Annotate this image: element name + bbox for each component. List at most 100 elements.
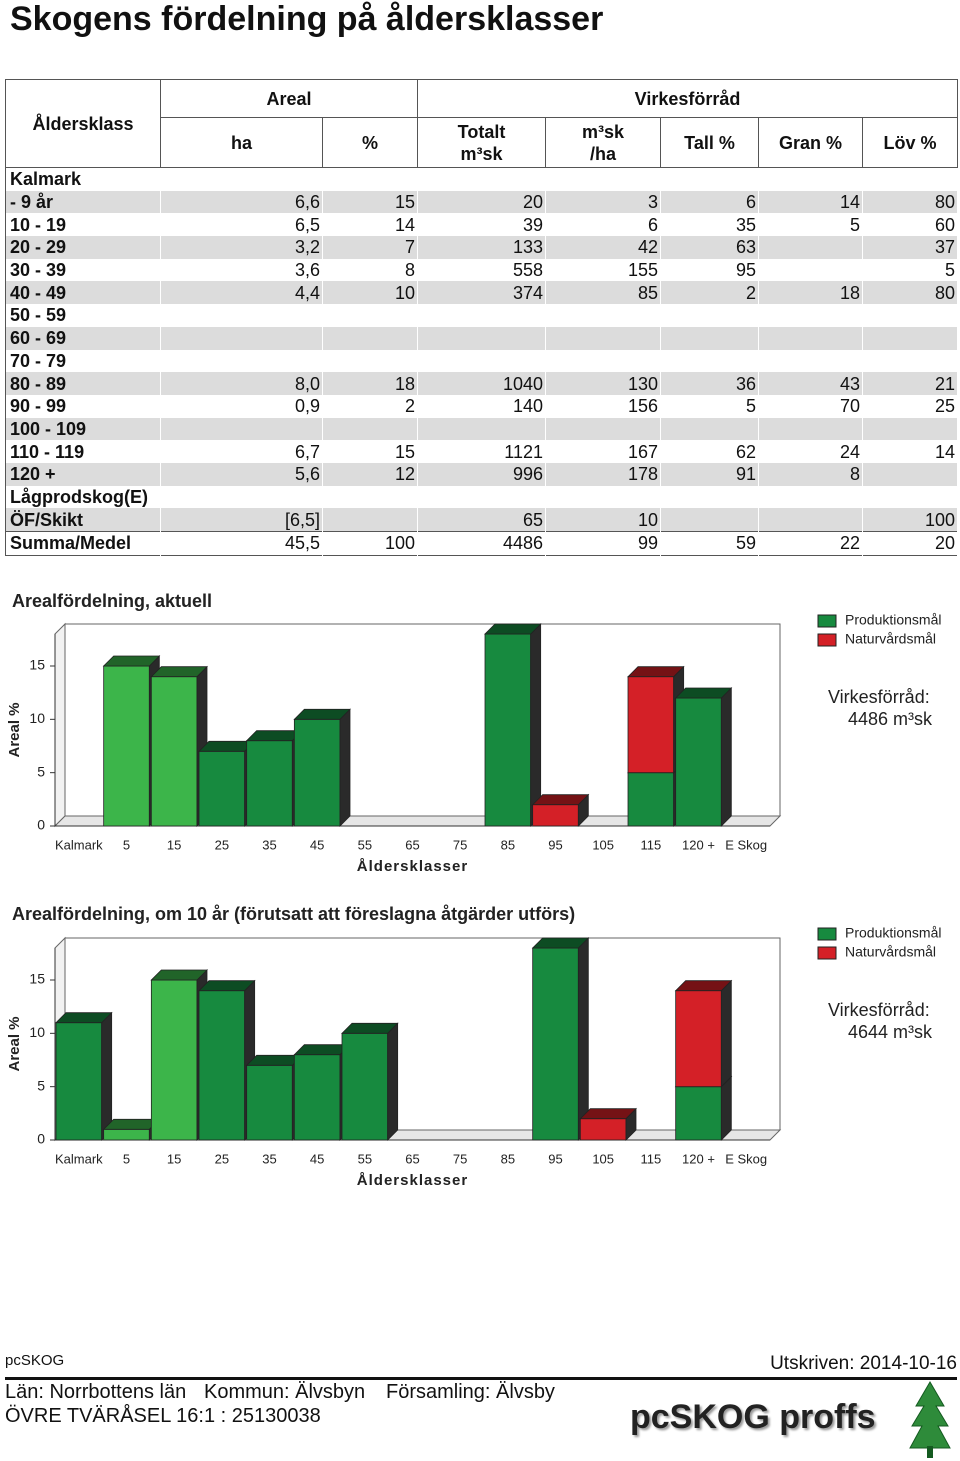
cell: 6,7 <box>160 440 323 463</box>
cell: 20 <box>417 190 546 214</box>
cell: 21 <box>862 372 959 395</box>
cell <box>660 485 759 509</box>
cell <box>322 417 418 441</box>
cell: 5 <box>862 258 959 282</box>
row-label: Lågprodskog(E) <box>5 485 161 509</box>
cell: 178 <box>545 462 661 486</box>
cell: 996 <box>417 462 546 486</box>
annotation: 4486 m³sk <box>848 709 933 729</box>
row-label: - 9 år <box>5 190 161 214</box>
cell: 14 <box>322 213 418 237</box>
bar-side <box>339 708 351 827</box>
table-row: 80 - 89 8,0 18 1040 130 36 43 21 <box>5 372 959 395</box>
table-row: 10 - 19 6,5 14 39 6 35 5 60 <box>5 213 959 237</box>
cell <box>758 508 863 532</box>
column-header: Löv % <box>861 117 959 168</box>
legend-label: Naturvårdsmål <box>845 631 936 647</box>
cell: 62 <box>660 440 759 463</box>
cell <box>758 349 863 373</box>
x-tick-label: 65 <box>405 837 419 852</box>
logo: pcSKOG proffs <box>630 1398 876 1436</box>
cell <box>660 167 759 191</box>
bar-top <box>293 708 351 720</box>
cell <box>758 236 863 259</box>
cell: 167 <box>545 440 661 463</box>
row-label: 90 - 99 <box>5 394 161 418</box>
cell <box>417 349 546 373</box>
row-label: 70 - 79 <box>5 349 161 373</box>
age-class-table: Åldersklass Areal Virkesförråd ha% Totalt… <box>5 79 959 556</box>
cell: 156 <box>545 394 661 418</box>
row-label: 80 - 89 <box>5 372 161 395</box>
cell: 45,5 <box>160 531 323 556</box>
cell <box>660 349 759 373</box>
cell <box>322 326 418 350</box>
x-tick-label: 85 <box>501 1151 515 1166</box>
x-tick-label: Kalmark <box>55 1151 103 1166</box>
bar-segment <box>675 697 722 827</box>
table-row: 120 +5,6 12 996 178 91 8 <box>5 462 959 486</box>
tree-trunk <box>927 1446 933 1458</box>
cell <box>545 326 661 350</box>
cell <box>545 304 661 327</box>
y-tick-label: 15 <box>29 971 45 987</box>
cell <box>758 304 863 327</box>
property: ÖVRE TVÄRÅSEL 16:1 : 25130038 <box>5 1405 321 1427</box>
legend-label: Naturvårdsmål <box>845 944 936 960</box>
cell <box>862 349 959 373</box>
bar-segment <box>55 1022 103 1141</box>
municipality: Kommun: Älvsbyn <box>204 1381 366 1403</box>
table-row: Kalmark <box>5 167 959 191</box>
y-axis-label: Areal % <box>6 1016 23 1071</box>
bar-top <box>674 980 733 992</box>
x-tick-label: 45 <box>310 1151 324 1166</box>
cell: 5 <box>758 213 863 237</box>
cell: 80 <box>862 281 959 305</box>
cell <box>160 349 323 373</box>
cell: 20 <box>862 531 959 556</box>
bar-top <box>627 666 685 678</box>
app-name: pcSKOG <box>5 1352 65 1369</box>
county: Län: Norrbottens län <box>5 1381 187 1403</box>
cell: 39 <box>417 213 546 237</box>
cell: 37 <box>862 236 959 259</box>
column-header: Åldersklass <box>5 79 161 168</box>
cell <box>862 326 959 350</box>
cell <box>660 508 759 532</box>
legend-label: Produktionsmål <box>845 925 942 941</box>
y-tick-label: 5 <box>37 763 45 779</box>
bar-segment <box>103 665 150 827</box>
cell: 5,6 <box>160 462 323 486</box>
cell <box>417 485 546 509</box>
cell: 91 <box>660 462 759 486</box>
y-axis-label: Areal % <box>6 702 23 757</box>
bar-side <box>720 687 732 827</box>
cell: 155 <box>545 258 661 282</box>
bar-segment <box>579 1118 627 1141</box>
y-tick-label: 10 <box>29 710 45 726</box>
y-tick-label: 5 <box>37 1077 45 1093</box>
table-row: 70 - 79 <box>5 349 959 373</box>
cell <box>160 167 323 191</box>
row-label: 20 - 29 <box>5 236 161 259</box>
chart-title: Arealfördelning, aktuell <box>12 591 212 611</box>
cell: 6 <box>545 213 661 237</box>
cell <box>417 417 546 441</box>
group-header: Areal <box>160 79 418 118</box>
cell: 6,5 <box>160 213 323 237</box>
x-tick-label: Kalmark <box>55 837 103 852</box>
cell <box>417 304 546 327</box>
row-label: Summa/Medel <box>5 531 161 556</box>
bar-top <box>579 1108 637 1120</box>
cell: 60 <box>862 213 959 237</box>
bar-segment <box>198 750 246 827</box>
annotation: Virkesförråd: <box>828 1000 930 1020</box>
row-label: 30 - 39 <box>5 258 161 282</box>
x-tick-label: 55 <box>358 837 372 852</box>
cell: 95 <box>660 258 759 282</box>
legend-label: Produktionsmål <box>845 612 942 628</box>
x-tick-label: E Skog <box>725 837 767 852</box>
bar-segment <box>293 1054 341 1141</box>
table-row: Summa/Medel 45,5 100 4486 99 59 22 20 <box>5 531 959 556</box>
cell <box>862 417 959 441</box>
